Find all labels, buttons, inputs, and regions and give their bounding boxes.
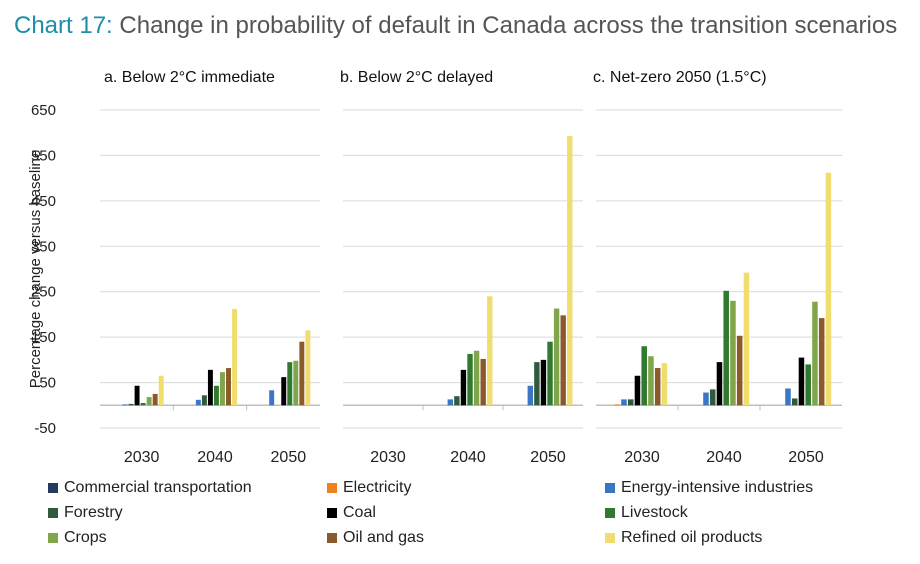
bar (487, 296, 493, 406)
bar (723, 290, 729, 406)
y-tick-label: -50 (34, 420, 56, 437)
bar (213, 385, 219, 406)
panel-title: b. Below 2°C delayed (340, 69, 493, 86)
bar (547, 341, 553, 406)
chart-title-lead: Chart 17: (14, 12, 113, 39)
bar (703, 392, 709, 406)
bar (134, 385, 140, 406)
x-tick-label: 2050 (271, 449, 307, 466)
bar (158, 375, 164, 406)
bar (825, 172, 832, 406)
bar (798, 357, 805, 406)
bar (553, 308, 560, 406)
bar (201, 395, 207, 406)
x-tick-label: 2040 (706, 449, 742, 466)
y-tick-label: 50 (39, 375, 56, 392)
bar (226, 368, 231, 406)
bar (785, 388, 791, 406)
bar (654, 368, 661, 406)
x-tick-label: 2040 (197, 449, 233, 466)
bar (709, 389, 716, 406)
bar (146, 397, 152, 406)
bar (818, 318, 825, 406)
bar (287, 362, 293, 406)
x-tick-label: 2050 (530, 449, 566, 466)
panel-title: a. Below 2°C immediate (104, 69, 275, 86)
y-axis-label: Percentage change versus baseline (27, 150, 44, 389)
y-tick-label: 250 (31, 284, 56, 301)
bar (299, 341, 305, 406)
bar (460, 369, 467, 406)
bar (454, 396, 460, 406)
bar (269, 390, 275, 406)
bar (527, 385, 533, 406)
bar (281, 377, 287, 406)
bar (467, 353, 473, 406)
bar (791, 398, 798, 406)
bar (305, 330, 311, 406)
bar (634, 375, 641, 406)
bar (447, 399, 453, 406)
bar (621, 399, 627, 406)
bar (293, 360, 299, 406)
bar (614, 404, 620, 406)
bar (560, 315, 566, 406)
bar (232, 308, 238, 406)
bar (128, 403, 134, 406)
bar (540, 359, 547, 406)
bar (661, 363, 668, 406)
bar (567, 135, 573, 406)
bar (219, 372, 225, 406)
y-tick-label: 150 (31, 329, 56, 346)
chart-title-text: Change in probability of default in Cana… (119, 12, 898, 39)
bar (648, 356, 654, 406)
y-tick-label: 650 (31, 102, 56, 119)
y-tick-label: 550 (31, 147, 56, 164)
panel-title: c. Net-zero 2050 (1.5°C) (593, 69, 767, 86)
chart-title: Chart 17: Change in probability of defau… (14, 12, 897, 40)
bar (716, 362, 723, 406)
bar (641, 346, 647, 406)
bar (743, 272, 750, 406)
x-tick-label: 2030 (624, 449, 660, 466)
x-tick-label: 2030 (124, 449, 160, 466)
bar (122, 404, 128, 406)
bar (207, 369, 213, 406)
x-tick-label: 2050 (788, 449, 824, 466)
bar (736, 335, 743, 406)
y-tick-label: 350 (31, 238, 56, 255)
bar (812, 301, 818, 406)
y-tick-label: 450 (31, 193, 56, 210)
x-tick-label: 2030 (370, 449, 406, 466)
bar (534, 362, 540, 406)
bar (195, 399, 201, 406)
bar (627, 399, 634, 406)
bar (140, 403, 146, 406)
bar (480, 358, 486, 406)
bar (152, 393, 158, 406)
x-tick-label: 2040 (450, 449, 486, 466)
bar (730, 300, 736, 406)
bar (473, 350, 480, 406)
bar (805, 364, 811, 406)
